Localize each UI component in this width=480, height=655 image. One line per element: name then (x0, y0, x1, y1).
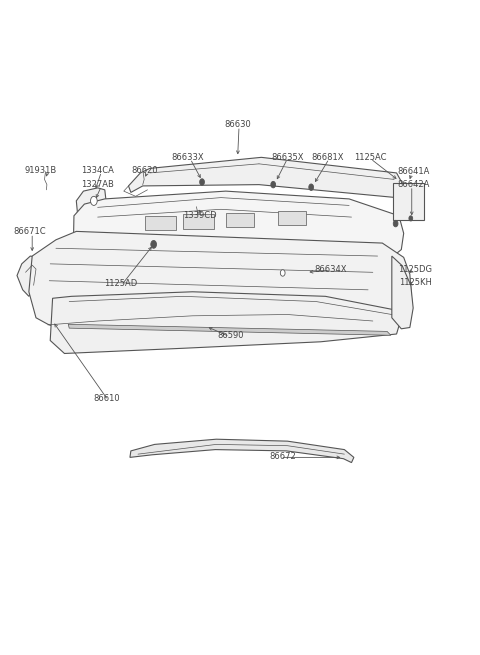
Polygon shape (68, 324, 391, 335)
Circle shape (393, 220, 398, 227)
Text: 86641A: 86641A (397, 167, 429, 176)
Text: 86672: 86672 (269, 451, 296, 460)
Text: 1125KH: 1125KH (399, 278, 432, 286)
Bar (278, 211, 306, 225)
Text: 86681X: 86681X (312, 153, 344, 162)
Text: 86630: 86630 (224, 121, 251, 130)
Polygon shape (29, 231, 412, 333)
Text: 1125AD: 1125AD (104, 279, 137, 288)
Circle shape (151, 240, 156, 248)
Circle shape (200, 179, 204, 185)
Polygon shape (76, 188, 107, 218)
Text: 86590: 86590 (217, 331, 244, 340)
Text: 86620: 86620 (132, 166, 158, 175)
Text: 91931B: 91931B (24, 166, 57, 175)
Text: 1327AB: 1327AB (81, 180, 114, 189)
Polygon shape (129, 157, 404, 198)
Text: 1125DG: 1125DG (398, 265, 432, 274)
Polygon shape (130, 440, 354, 462)
Text: 86671C: 86671C (13, 227, 46, 236)
Bar (226, 213, 254, 227)
Text: 86610: 86610 (94, 394, 120, 403)
Circle shape (309, 184, 313, 191)
Text: 1339CD: 1339CD (183, 212, 216, 220)
Text: 86642A: 86642A (397, 180, 429, 189)
Polygon shape (73, 191, 404, 266)
Text: 86633X: 86633X (171, 153, 204, 162)
Bar (393, 183, 424, 220)
Circle shape (91, 196, 97, 206)
Polygon shape (50, 291, 400, 354)
Text: 86634X: 86634X (314, 265, 347, 274)
Circle shape (280, 270, 285, 276)
Bar (145, 215, 176, 230)
Bar (183, 214, 214, 229)
Text: 86635X: 86635X (271, 153, 304, 162)
Text: 1334CA: 1334CA (81, 166, 114, 175)
Text: 1125AC: 1125AC (354, 153, 387, 162)
Polygon shape (392, 256, 413, 329)
Circle shape (271, 181, 276, 188)
Circle shape (409, 215, 413, 221)
Polygon shape (17, 256, 40, 296)
